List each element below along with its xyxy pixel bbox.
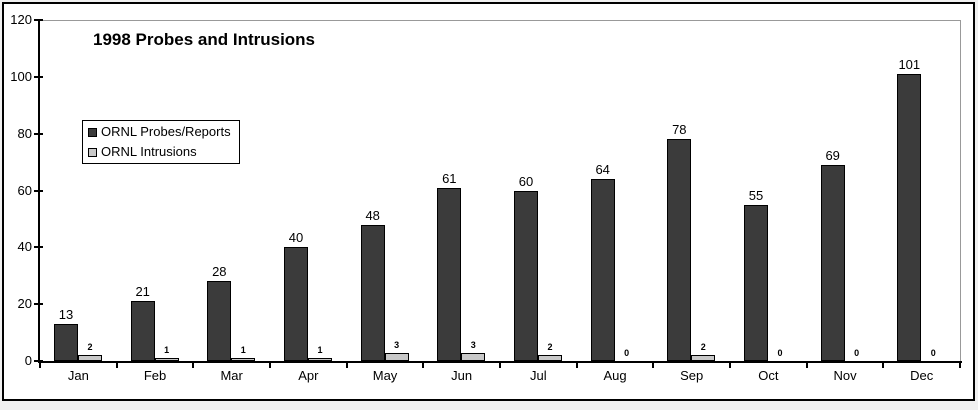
y-tick-mark bbox=[34, 19, 43, 21]
bar-value-label: 28 bbox=[212, 264, 227, 280]
bar-probes bbox=[897, 74, 922, 361]
legend-item-label: ORNL Probes/Reports bbox=[101, 124, 231, 139]
y-tick-label: 100 bbox=[10, 68, 32, 84]
bar-value-label: 64 bbox=[595, 162, 610, 178]
bar-value-label: 61 bbox=[442, 170, 457, 186]
bar-intrusions bbox=[461, 352, 486, 361]
y-tick-mark bbox=[34, 246, 43, 249]
x-tick-mark bbox=[269, 361, 271, 368]
bar-intrusions bbox=[308, 358, 332, 361]
bar-value-label: 55 bbox=[748, 187, 764, 203]
x-tick-mark bbox=[39, 361, 41, 368]
intrusion-value-label: 0 bbox=[777, 348, 783, 358]
bar-value-label: 60 bbox=[518, 173, 534, 189]
y-tick-label: 80 bbox=[17, 125, 32, 141]
bar-probes bbox=[130, 301, 155, 361]
intrusion-value-label: 3 bbox=[394, 339, 400, 350]
intrusion-value-label: 2 bbox=[87, 342, 93, 353]
bar-probes bbox=[744, 204, 768, 361]
x-tick-mark bbox=[959, 361, 961, 368]
bar-probes bbox=[360, 224, 385, 361]
bar-probes bbox=[514, 190, 538, 361]
x-tick-mark bbox=[115, 361, 118, 368]
bar-intrusions bbox=[154, 358, 179, 361]
x-tick-mark bbox=[192, 361, 195, 368]
bar-probes bbox=[207, 281, 232, 361]
x-tick-mark bbox=[345, 361, 348, 368]
bar-probes bbox=[820, 164, 845, 361]
x-axis-label: Feb bbox=[143, 368, 167, 383]
x-axis-label: Sep bbox=[680, 368, 704, 383]
y-tick-label: 60 bbox=[17, 182, 32, 198]
intrusion-value-label: 3 bbox=[470, 339, 476, 350]
legend-item: ORNL Intrusions bbox=[83, 142, 239, 162]
bar-intrusions bbox=[538, 355, 562, 361]
y-tick-mark bbox=[34, 360, 43, 362]
bar-value-label: 21 bbox=[135, 284, 150, 300]
intrusion-value-label: 2 bbox=[700, 342, 706, 353]
x-axis-label: Aug bbox=[603, 368, 627, 383]
bar-probes bbox=[667, 139, 692, 361]
y-tick-label: 120 bbox=[10, 12, 32, 27]
intrusion-value-label: 1 bbox=[164, 345, 170, 356]
x-tick-mark bbox=[729, 361, 731, 368]
bar-probes bbox=[54, 324, 78, 361]
legend-box: ORNL Probes/Reports ORNL Intrusions bbox=[82, 120, 240, 164]
x-tick-mark bbox=[422, 361, 425, 368]
y-tick-mark bbox=[34, 189, 43, 192]
intrusion-value-label: 0 bbox=[930, 348, 936, 358]
y-tick-mark bbox=[34, 75, 43, 78]
x-axis-label: Jan bbox=[67, 368, 89, 383]
chart-title: 1998 Probes and Intrusions bbox=[93, 30, 316, 49]
bar-value-label: 78 bbox=[672, 122, 687, 138]
bar-value-label: 40 bbox=[288, 230, 304, 246]
bar-probes bbox=[284, 247, 308, 361]
plot-border-top bbox=[40, 20, 961, 21]
bar-value-label: 48 bbox=[365, 207, 380, 223]
bar-intrusions bbox=[78, 355, 102, 361]
y-tick-label: 20 bbox=[17, 296, 32, 312]
bar-value-label: 101 bbox=[898, 57, 921, 72]
bar-intrusions bbox=[384, 352, 409, 361]
x-axis-label: May bbox=[372, 368, 398, 383]
y-tick-mark bbox=[34, 132, 43, 135]
y-tick-label: 40 bbox=[17, 239, 32, 255]
x-axis-label: Dec bbox=[910, 368, 934, 383]
intrusion-value-label: 1 bbox=[240, 345, 246, 356]
legend-item-label: ORNL Intrusions bbox=[101, 144, 197, 159]
legend-swatch-icon bbox=[88, 147, 97, 157]
x-axis-label: Oct bbox=[758, 368, 779, 383]
plot-area: 0 20 40 60 80 100 120 Jan Feb Mar Apr May Jun Jul Aug S… bbox=[4, 4, 973, 399]
x-axis-label: Jun bbox=[451, 368, 473, 383]
x-tick-mark bbox=[652, 361, 655, 368]
intrusion-value-label: 0 bbox=[624, 348, 630, 358]
x-axis-label: Nov bbox=[833, 368, 857, 383]
y-tick-mark bbox=[34, 303, 43, 306]
plot-border-right bbox=[960, 20, 961, 361]
bar-value-label: 69 bbox=[825, 147, 840, 163]
x-axis-label: Mar bbox=[220, 368, 243, 383]
x-tick-mark bbox=[805, 361, 808, 368]
bar-probes bbox=[437, 187, 462, 361]
y-tick-label: 0 bbox=[24, 353, 32, 368]
bar-intrusions bbox=[231, 358, 256, 361]
legend-swatch-icon bbox=[88, 127, 97, 137]
x-tick-mark bbox=[499, 361, 501, 368]
x-axis-label: Apr bbox=[298, 368, 319, 383]
y-axis-line bbox=[38, 20, 40, 363]
intrusion-value-label: 1 bbox=[317, 345, 323, 356]
bar-probes bbox=[590, 179, 615, 361]
bar-value-label: 13 bbox=[58, 307, 74, 323]
x-axis-label: Jul bbox=[530, 368, 547, 383]
chart-frame: 0 20 40 60 80 100 120 Jan Feb Mar Apr May Jun Jul Aug S… bbox=[2, 2, 975, 401]
legend-item: ORNL Probes/Reports bbox=[83, 122, 239, 142]
x-tick-mark bbox=[575, 361, 578, 368]
bar-intrusions bbox=[691, 355, 716, 361]
intrusion-value-label: 2 bbox=[547, 342, 553, 353]
intrusion-value-label: 0 bbox=[854, 348, 860, 358]
x-tick-mark bbox=[882, 361, 885, 368]
